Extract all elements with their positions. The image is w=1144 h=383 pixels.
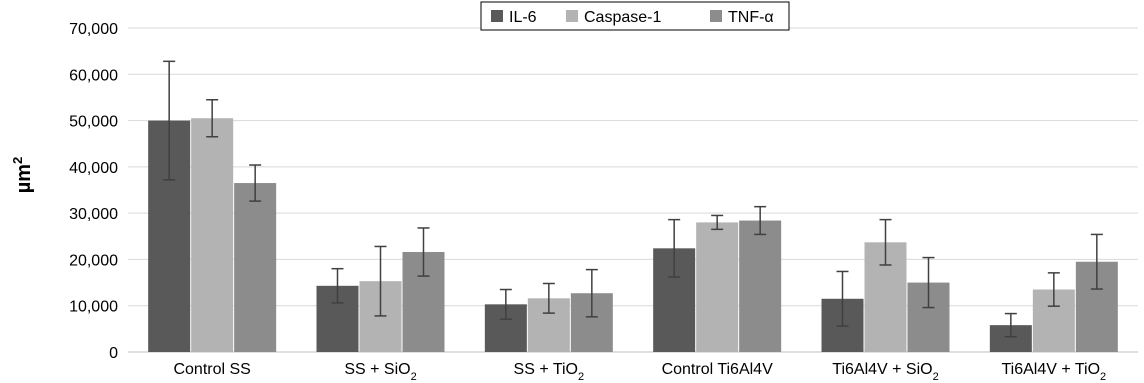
- legend-swatch-3: [710, 10, 722, 22]
- error-bar-3-1: [249, 164, 262, 202]
- error-bar-2-4: [711, 214, 724, 231]
- error-bar-1-2: [331, 267, 344, 304]
- x-axis-labels: Control SS SS + SiO2 SS + TiO2 Control Ti6A…: [173, 361, 1106, 383]
- bar-3-4: [739, 220, 782, 352]
- legend-swatch-2: [566, 10, 578, 22]
- error-bar-3-3: [585, 268, 598, 318]
- y-axis-label-base: µm: [13, 164, 35, 193]
- error-bar-3-4: [754, 205, 767, 236]
- error-bar-1-4: [668, 218, 681, 278]
- bar-3-1: [234, 183, 277, 352]
- error-bar-1-6: [1004, 312, 1017, 338]
- bar-2-4: [696, 222, 739, 352]
- y-tick-label: 30,000: [69, 206, 118, 223]
- gridlines: [128, 27, 1138, 353]
- y-axis-label: µm2: [10, 157, 35, 194]
- bar-2-1: [191, 118, 234, 352]
- error-bar-2-3: [542, 282, 555, 314]
- legend: IL-6 Caspase-1 TNF-α: [480, 1, 790, 31]
- error-bar-2-2: [374, 245, 387, 317]
- x-tick-label: Ti6Al4V + TiO2: [1001, 361, 1106, 383]
- y-tick-label: 70,000: [69, 21, 118, 38]
- y-tick-label: 20,000: [69, 252, 118, 269]
- legend-label-3: TNF-α: [728, 9, 774, 26]
- error-bar-1-5: [836, 270, 849, 327]
- error-bar-2-6: [1047, 272, 1060, 307]
- bars: [148, 118, 1118, 352]
- x-tick-label: SS + TiO2: [514, 361, 585, 383]
- x-tick-label: Control SS: [173, 361, 250, 378]
- error-bar-3-5: [922, 256, 935, 309]
- y-tick-label: 50,000: [69, 114, 118, 131]
- legend-box: [480, 1, 790, 31]
- x-tick-label: SS + SiO2: [344, 361, 416, 383]
- y-tick-label: 40,000: [69, 160, 118, 177]
- error-bar-3-6: [1090, 233, 1103, 290]
- error-bars: [163, 60, 1103, 338]
- x-tick-label: Ti6Al4V + SiO2: [832, 361, 938, 383]
- error-bar-1-1: [163, 60, 176, 181]
- error-bar-2-5: [879, 218, 892, 266]
- y-tick-label: 10,000: [69, 299, 118, 316]
- error-bar-1-3: [499, 288, 512, 320]
- error-bar-3-2: [417, 227, 430, 277]
- x-tick-label: Control Ti6Al4V: [662, 361, 773, 378]
- legend-swatch-1: [491, 10, 503, 22]
- y-axis-ticks: 0 10,000 20,000 30,000 40,000 50,000 60,000 70,…: [69, 21, 118, 362]
- y-tick-label: 0: [109, 345, 118, 362]
- legend-label-2: Caspase-1: [584, 9, 661, 26]
- y-tick-label: 60,000: [69, 67, 118, 84]
- legend-label-1: IL-6: [509, 9, 537, 26]
- y-axis-label-superscript: 2: [10, 157, 25, 164]
- error-bar-2-1: [206, 98, 219, 138]
